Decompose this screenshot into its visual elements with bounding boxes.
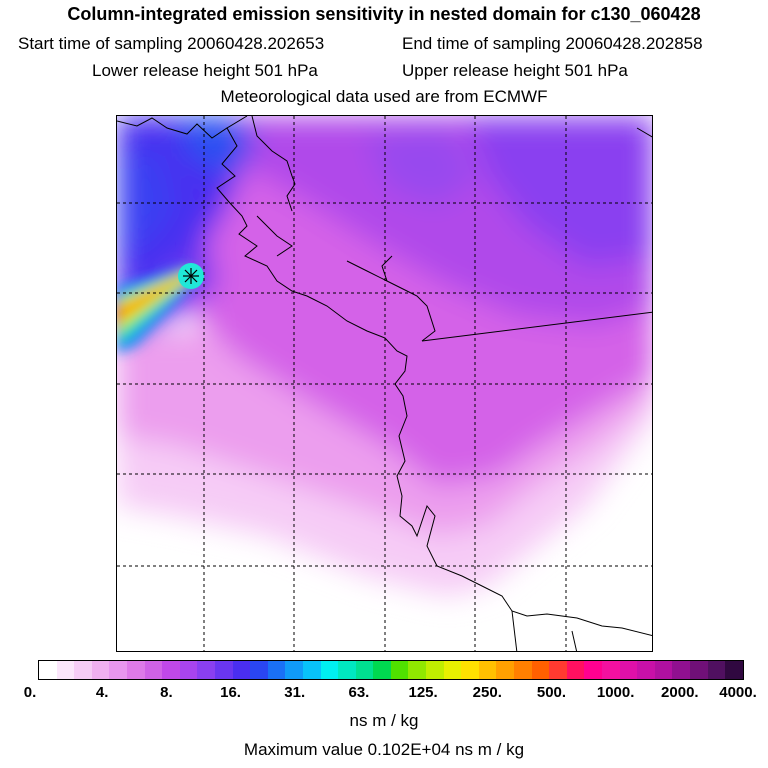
color-swatch: [672, 661, 690, 679]
color-swatch: [619, 661, 638, 679]
color-swatch: [197, 661, 215, 679]
color-scale-tick-label: 500.: [536, 684, 567, 701]
lower-release-label: Lower release height 501 hPa: [92, 61, 318, 80]
start-time-label: Start time of sampling 20060428.202653: [18, 34, 325, 53]
color-scale-ticks: 0. 4. 8. 16. 31. 63. 125. 250. 500. 1000. 2000. 400…: [0, 684, 768, 704]
color-swatch: [707, 661, 726, 679]
color-swatch: [250, 661, 268, 679]
color-swatch: [285, 661, 303, 679]
maximum-value-label: Maximum value 0.102E+04 ns m / kg: [243, 740, 525, 759]
color-swatch: [531, 661, 550, 679]
color-swatch: [461, 661, 479, 679]
color-swatch: [39, 661, 57, 679]
color-scale-tick-label: 0.: [23, 684, 37, 701]
color-swatch: [109, 661, 127, 679]
color-swatch: [426, 661, 444, 679]
color-swatch: [390, 661, 409, 679]
color-swatch: [214, 661, 233, 679]
color-swatch: [602, 661, 620, 679]
color-swatch: [56, 661, 75, 679]
color-swatch: [725, 661, 743, 679]
color-swatch: [144, 661, 163, 679]
color-swatch: [514, 661, 532, 679]
color-scale-tick-label: 250.: [472, 684, 502, 701]
color-swatch: [549, 661, 567, 679]
color-scale-tick-label: 1000.: [596, 684, 635, 701]
color-swatch: [443, 661, 462, 679]
color-scale-tick-label: 8.: [160, 684, 173, 701]
color-scale-tick-label: 16.: [220, 684, 241, 701]
color-swatch: [478, 661, 497, 679]
color-scale-tick-label: 4.: [95, 684, 109, 701]
color-swatch: [179, 661, 198, 679]
color-scale-unit: ns m / kg: [349, 711, 419, 730]
color-swatch: [267, 661, 286, 679]
color-scale-tick-label: 125.: [408, 684, 438, 701]
map-canvas: [117, 116, 652, 651]
color-swatch: [162, 661, 180, 679]
release-point-marker: [183, 268, 199, 284]
color-swatch: [496, 661, 515, 679]
color-swatch: [74, 661, 92, 679]
color-swatch: [126, 661, 145, 679]
color-swatch: [408, 661, 427, 679]
color-swatch: [637, 661, 655, 679]
color-swatch: [338, 661, 356, 679]
color-scale-tick-label: 4000.: [719, 684, 757, 701]
color-swatch: [355, 661, 374, 679]
color-swatch: [566, 661, 585, 679]
color-scale-tick-label: 63.: [348, 684, 370, 701]
sensitivity-map: [116, 115, 653, 652]
release-plume: [117, 266, 199, 354]
color-swatch: [302, 661, 321, 679]
color-swatch: [373, 661, 391, 679]
color-scale-bar: [38, 660, 744, 680]
end-time-label: End time of sampling 20060428.202858: [402, 34, 703, 53]
color-swatch: [232, 661, 251, 679]
color-scale-tick-label: 2000.: [661, 684, 699, 701]
color-swatch: [654, 661, 673, 679]
color-swatch: [320, 661, 339, 679]
color-swatch: [689, 661, 708, 679]
met-data-label: Meteorological data used are from ECMWF: [220, 87, 548, 106]
color-swatch: [91, 661, 110, 679]
map-title: Column-integrated emission sensitivity i…: [67, 4, 701, 24]
coastlines: [117, 116, 652, 651]
upper-release-label: Upper release height 501 hPa: [402, 61, 628, 80]
color-swatch: [584, 661, 602, 679]
color-scale-tick-label: 31.: [284, 684, 306, 701]
